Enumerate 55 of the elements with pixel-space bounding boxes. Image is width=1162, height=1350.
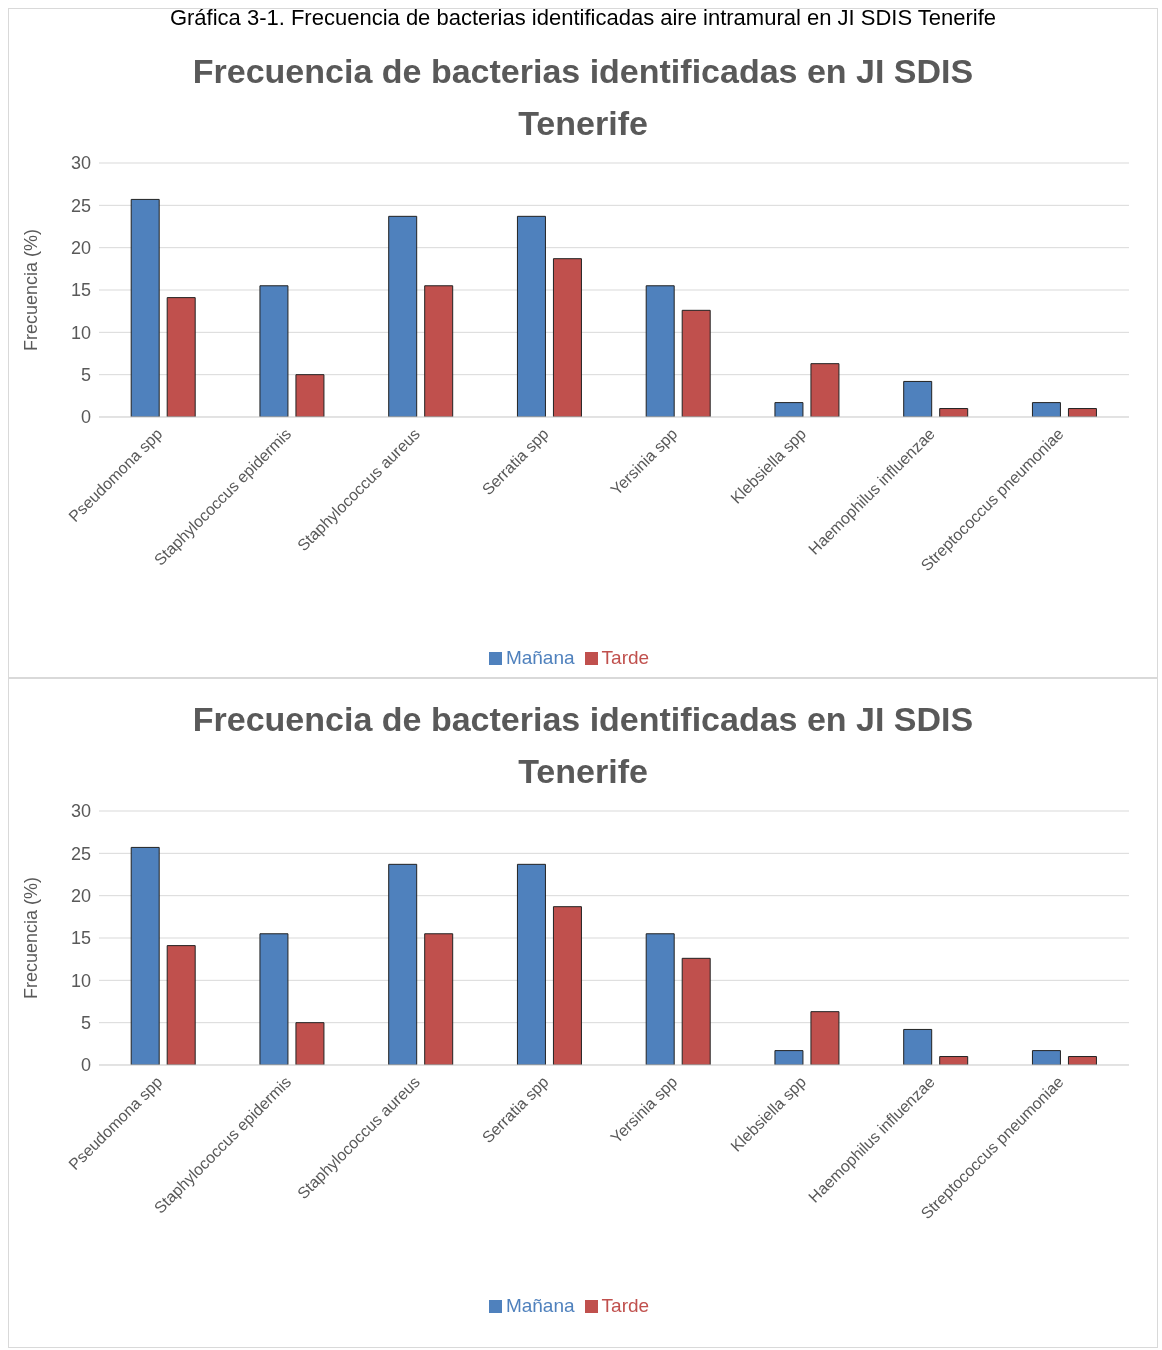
- bar: [1067, 1056, 1097, 1065]
- bar: [645, 285, 675, 417]
- bar: [810, 1011, 840, 1065]
- bar: [903, 1028, 933, 1065]
- y-tick-label: 20: [70, 886, 91, 907]
- bar: [130, 846, 160, 1065]
- bar: [1031, 402, 1061, 417]
- legend-label: Tarde: [601, 647, 650, 668]
- bar: [424, 933, 454, 1065]
- bar: [681, 957, 711, 1065]
- bar: [388, 863, 418, 1065]
- y-tick-label: 30: [70, 153, 91, 174]
- bar: [516, 215, 546, 417]
- y-tick-label: 5: [80, 365, 91, 386]
- bar: [1031, 1050, 1061, 1065]
- bar: [295, 1022, 325, 1065]
- y-tick-label: 10: [70, 970, 91, 991]
- bar: [810, 363, 840, 417]
- y-tick-label: 25: [70, 195, 91, 216]
- bar: [645, 933, 675, 1065]
- legend-label: Mañana: [505, 647, 575, 668]
- y-tick-label: 0: [80, 407, 91, 428]
- bar: [681, 309, 711, 417]
- bar: [939, 1056, 969, 1065]
- bar: [774, 402, 804, 417]
- bar: [774, 1050, 804, 1065]
- bar: [939, 408, 969, 417]
- y-tick-label: 5: [80, 1013, 91, 1034]
- y-axis-title: Frecuencia (%): [21, 876, 42, 1000]
- bar: [1067, 408, 1097, 417]
- bar: [516, 863, 546, 1065]
- y-tick-label: 20: [70, 238, 91, 259]
- bar: [552, 258, 582, 417]
- bar: [166, 945, 196, 1065]
- bar: [295, 374, 325, 417]
- y-tick-label: 0: [80, 1055, 91, 1076]
- y-tick-label: 15: [70, 928, 91, 949]
- y-axis-title: Frecuencia (%): [21, 228, 42, 352]
- chart-title: Frecuencia de bacterias identificadas en JI SDIS Tenerife: [191, 699, 975, 792]
- bar: [424, 285, 454, 417]
- chart-title: Frecuencia de bacterias identificadas en JI SDIS Tenerife: [191, 51, 975, 144]
- bar: [388, 215, 418, 417]
- bar: [166, 297, 196, 417]
- y-tick-label: 25: [70, 843, 91, 864]
- bar: [903, 380, 933, 417]
- bar: [130, 198, 160, 417]
- bar: [259, 933, 289, 1065]
- y-tick-label: 15: [70, 280, 91, 301]
- bar: [552, 906, 582, 1065]
- bar: [259, 285, 289, 417]
- legend-label: Mañana: [505, 1295, 575, 1316]
- y-tick-label: 10: [70, 322, 91, 343]
- y-tick-label: 30: [70, 801, 91, 822]
- text: Gráfica 3-1. Frecuencia de bacterias identificadas aire intramural en JI SDIS Tenerife: [168, 5, 998, 31]
- legend-label: Tarde: [601, 1295, 650, 1316]
